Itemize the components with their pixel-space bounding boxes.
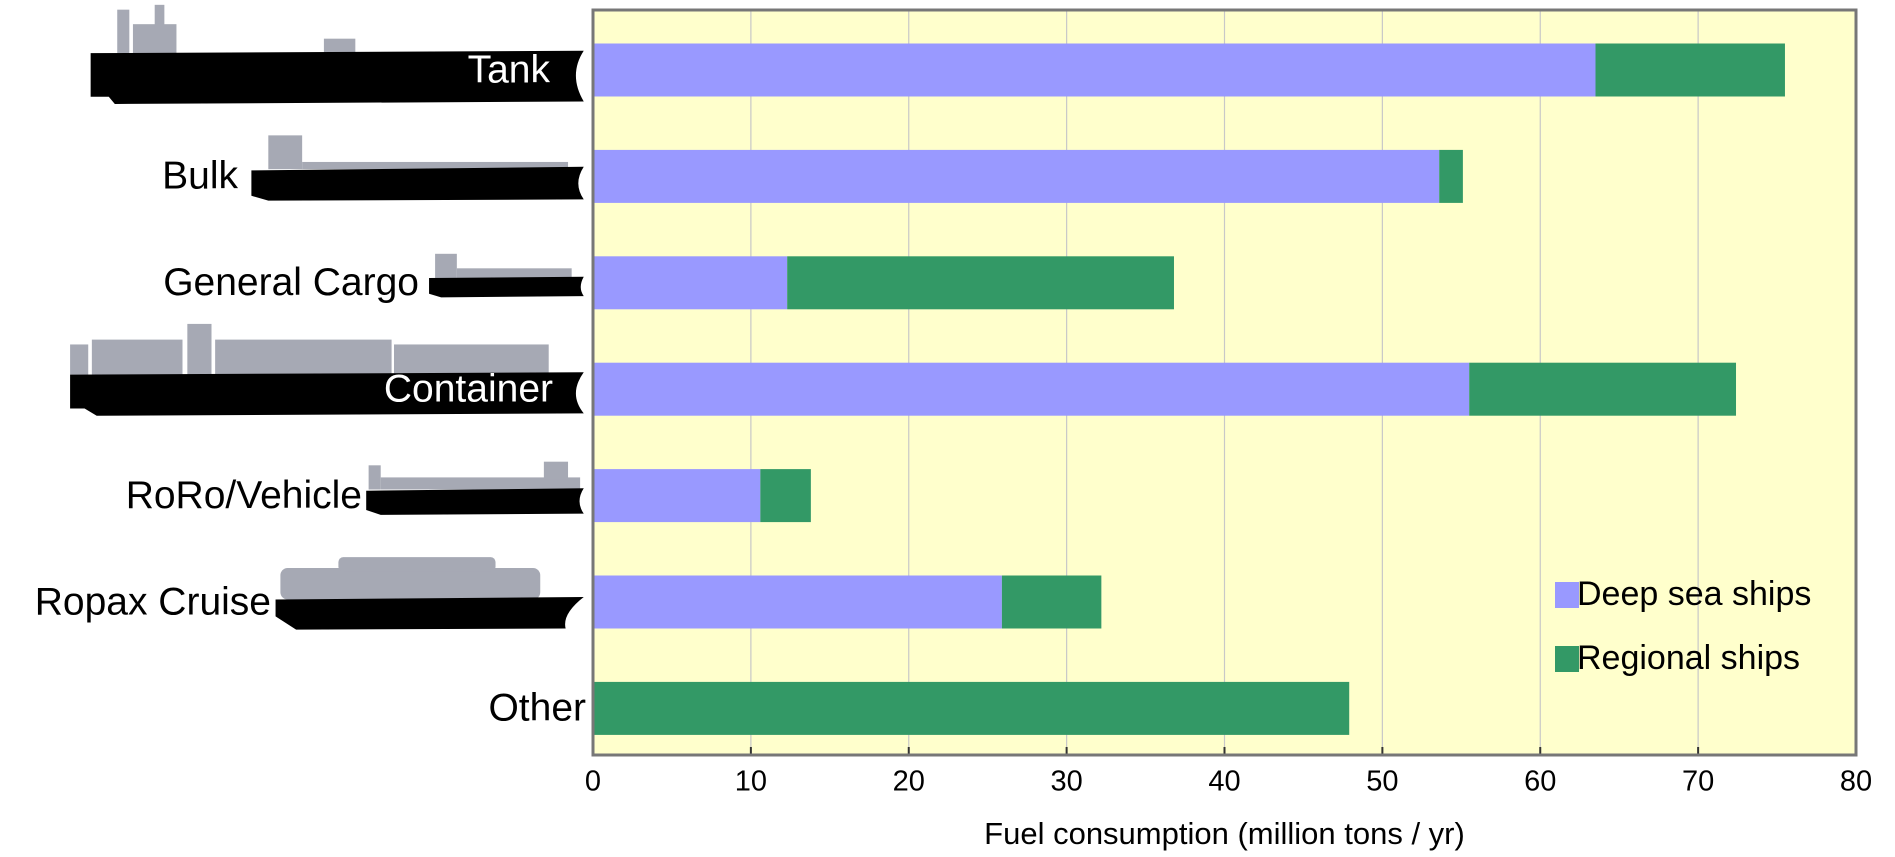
x-tick-label: 30: [1050, 766, 1082, 798]
bar-segment: [787, 256, 1174, 310]
y-tick-label: Bulk: [162, 155, 238, 198]
plot-frame: [591, 8, 1858, 757]
y-tick-label: General Cargo: [163, 261, 419, 304]
x-tick-label: 0: [585, 766, 601, 798]
bar-segment: [593, 362, 1470, 416]
x-tick-label: 60: [1524, 766, 1556, 798]
x-tick-label: 70: [1682, 766, 1714, 798]
legend-label: Regional ships: [1577, 639, 1800, 677]
bar-segment: [593, 256, 788, 310]
bar-segment: [593, 469, 761, 523]
bar-segment: [1595, 43, 1785, 97]
x-tick-label: 50: [1366, 766, 1398, 798]
bar-segment: [593, 43, 1596, 97]
legend-swatch: [1555, 582, 1579, 608]
legend-label: Deep sea ships: [1577, 575, 1811, 613]
bar-segment: [593, 681, 1350, 735]
bar-segment: [760, 469, 811, 523]
x-tick-label: 10: [735, 766, 767, 798]
y-tick-label: RoRo/Vehicle: [126, 474, 362, 517]
bar-segment: [1469, 362, 1737, 416]
ship-silhouettes: [70, 4, 584, 630]
bar-segment: [1439, 149, 1463, 203]
bar-segment: [1001, 575, 1102, 629]
x-tick-label: 20: [893, 766, 925, 798]
y-tick-label: Tank: [468, 48, 551, 91]
x-axis-label: Fuel consumption (million tons / yr): [984, 816, 1465, 851]
y-tick-label: Ropax Cruise: [35, 580, 271, 623]
bar-segment: [593, 149, 1440, 203]
bar-segment: [593, 575, 1002, 629]
legend-swatch: [1555, 646, 1579, 672]
y-tick-label: Container: [384, 367, 553, 410]
y-tick-label: Other: [488, 687, 586, 730]
x-tick-label: 80: [1840, 766, 1872, 798]
x-tick-label: 40: [1208, 766, 1240, 798]
